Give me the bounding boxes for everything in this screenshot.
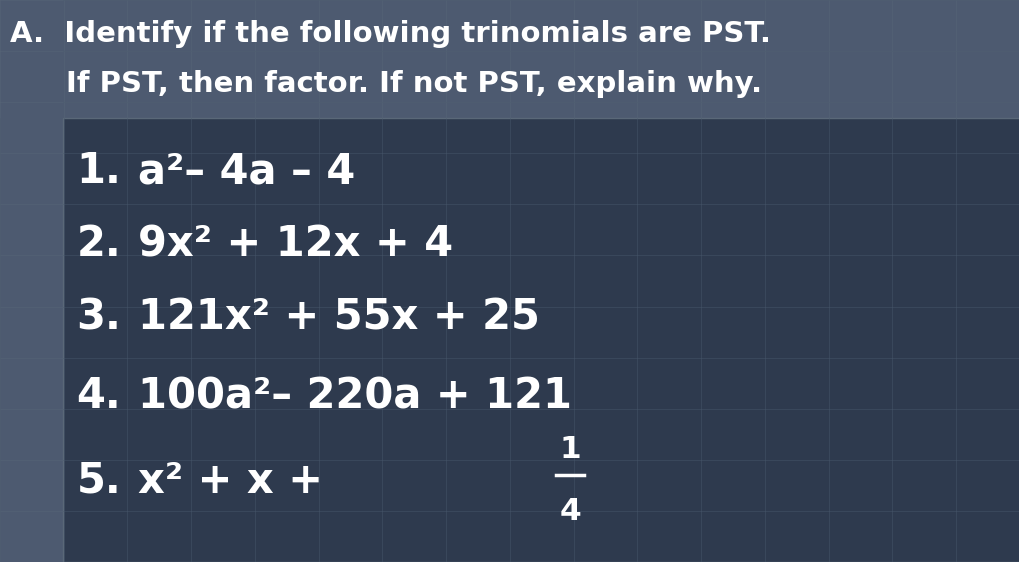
Text: 4: 4 bbox=[558, 497, 581, 526]
Text: 2.: 2. bbox=[76, 224, 121, 265]
FancyBboxPatch shape bbox=[63, 118, 1019, 562]
Text: If PST, then factor. If not PST, explain why.: If PST, then factor. If not PST, explain… bbox=[66, 70, 761, 98]
Text: 1: 1 bbox=[558, 435, 581, 464]
Text: 5.: 5. bbox=[76, 460, 121, 501]
Text: 1.: 1. bbox=[76, 151, 121, 192]
Text: 9x² + 12x + 4: 9x² + 12x + 4 bbox=[138, 224, 452, 265]
Text: 100a²– 220a + 121: 100a²– 220a + 121 bbox=[138, 375, 571, 417]
Text: 3.: 3. bbox=[76, 297, 121, 338]
Text: 4.: 4. bbox=[76, 375, 121, 417]
Text: a²– 4a – 4: a²– 4a – 4 bbox=[138, 151, 355, 192]
Text: A.  Identify if the following trinomials are PST.: A. Identify if the following trinomials … bbox=[10, 20, 770, 48]
Text: 121x² + 55x + 25: 121x² + 55x + 25 bbox=[138, 297, 539, 338]
Text: x² + x +: x² + x + bbox=[138, 460, 322, 501]
